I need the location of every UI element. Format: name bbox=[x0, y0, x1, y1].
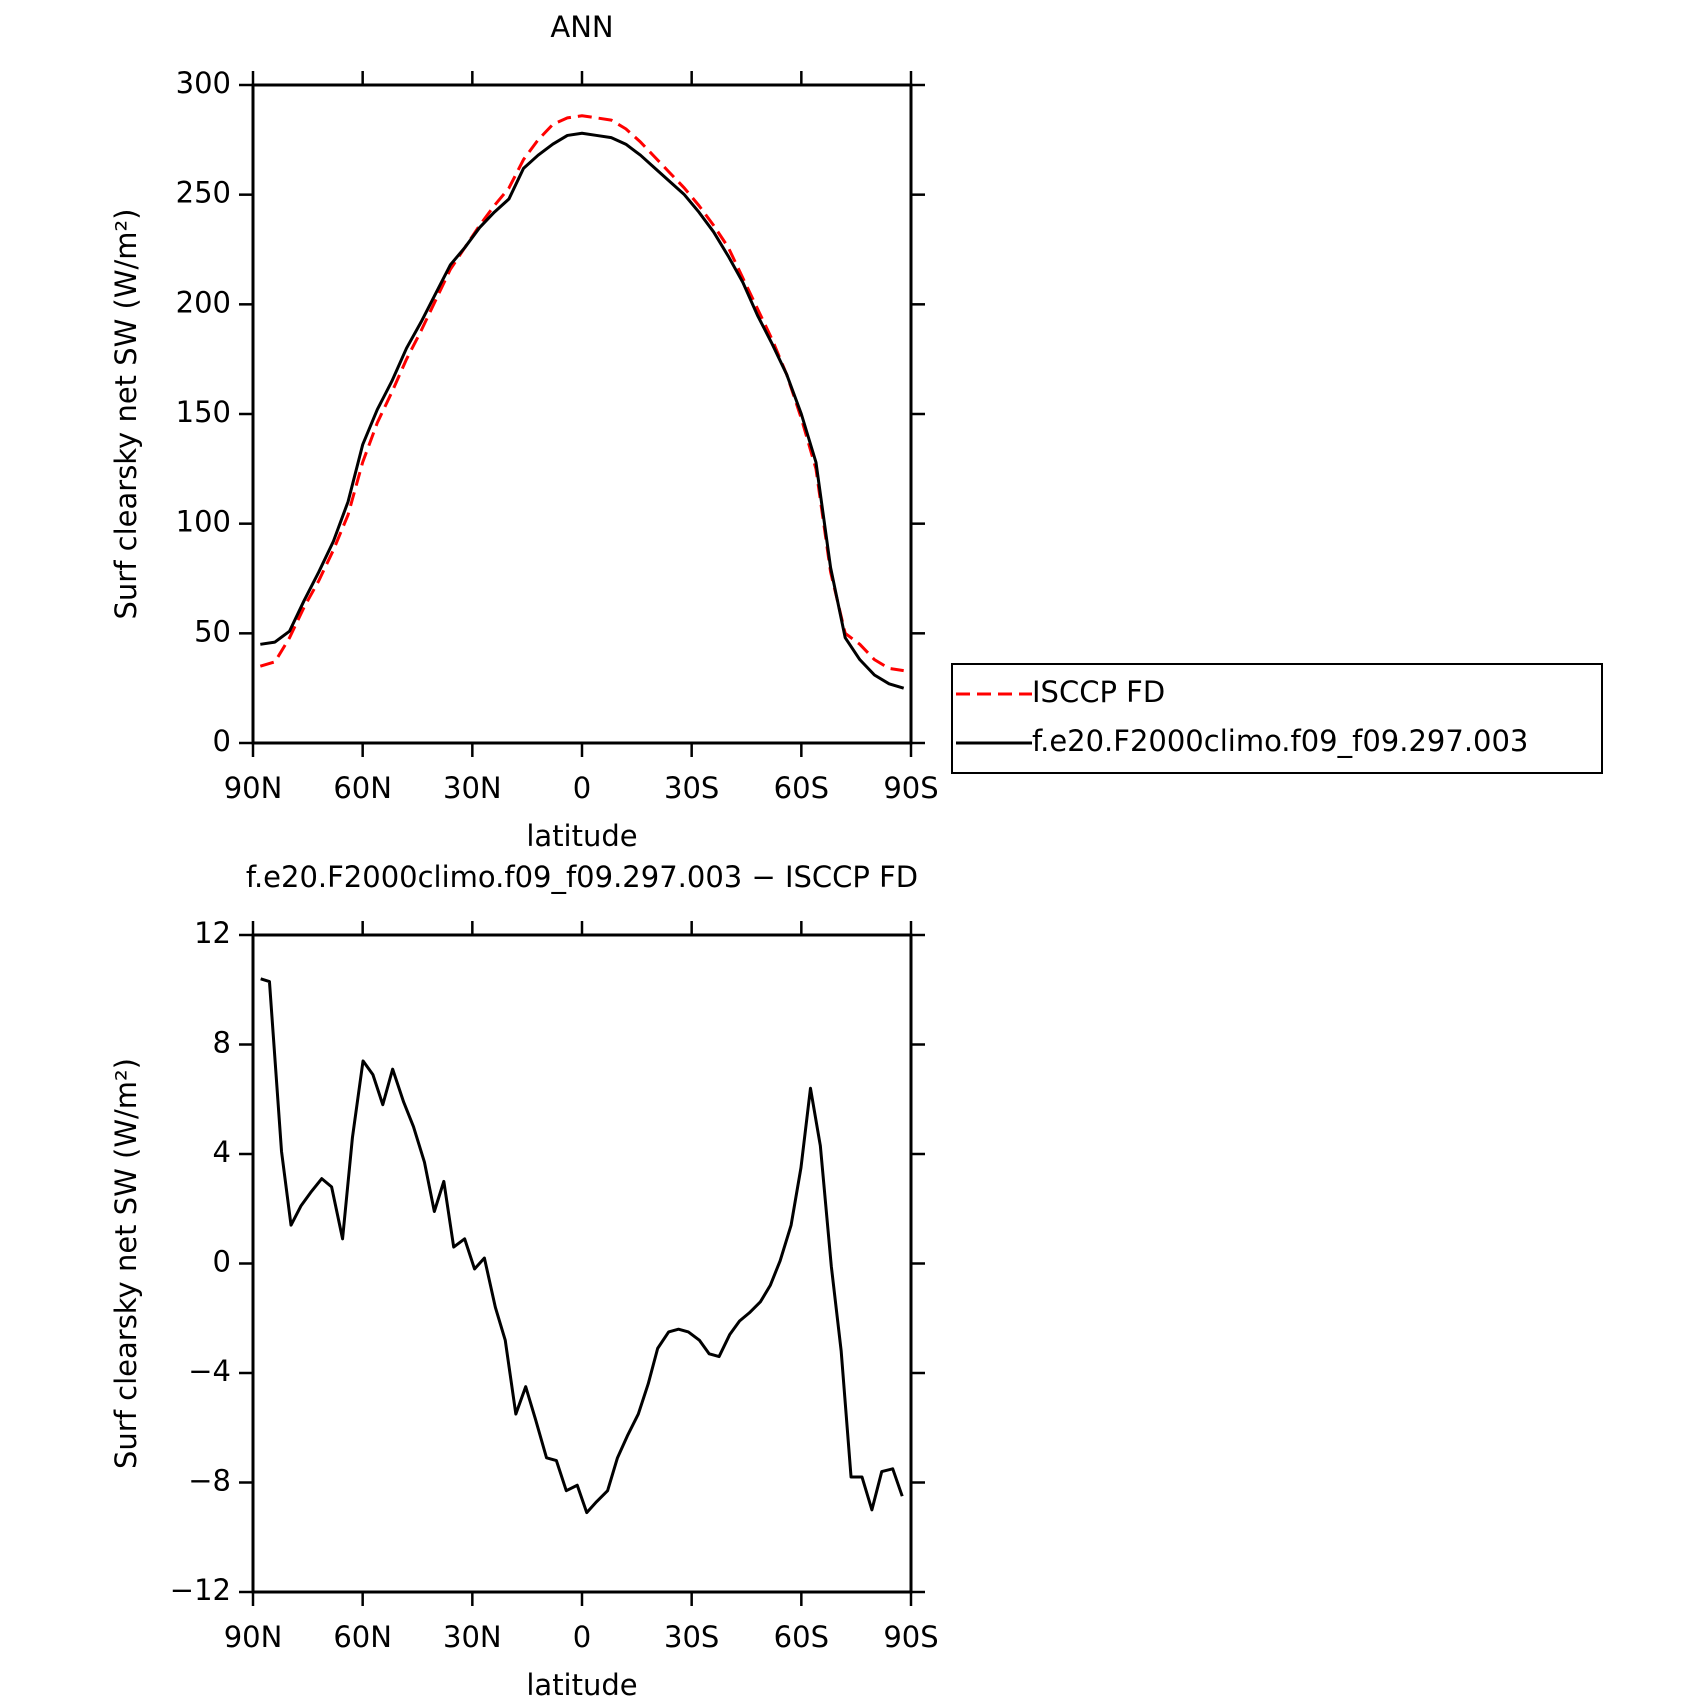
data-line bbox=[260, 977, 904, 1515]
x-axis-label: latitude bbox=[526, 1668, 637, 1702]
y-tick-label: 4 bbox=[213, 1135, 231, 1169]
y-tick-label: −8 bbox=[188, 1464, 231, 1498]
legend-label: f.e20.F2000climo.f09_f09.297.003 bbox=[1032, 724, 1528, 758]
x-tick-label: 60N bbox=[333, 1620, 392, 1654]
plot-frame bbox=[251, 933, 913, 1594]
x-tick-label: 90N bbox=[224, 771, 283, 805]
plot-frame bbox=[251, 83, 913, 745]
x-tick-label: 60S bbox=[774, 1620, 829, 1654]
y-tick-label: 12 bbox=[194, 916, 231, 950]
x-tick-label: 30N bbox=[443, 1620, 502, 1654]
y-tick-label: 200 bbox=[176, 285, 231, 319]
legend-label: ISCCP FD bbox=[1032, 675, 1165, 709]
x-tick-label: 0 bbox=[573, 771, 591, 805]
x-axis-label: latitude bbox=[526, 819, 637, 853]
x-tick-label: 90N bbox=[224, 1620, 283, 1654]
x-tick-label: 90S bbox=[883, 1620, 938, 1654]
y-tick-label: 150 bbox=[176, 395, 231, 429]
data-line bbox=[259, 114, 904, 673]
x-tick-label: 30N bbox=[443, 771, 502, 805]
chart-title: f.e20.F2000climo.f09_f09.297.003 − ISCCP… bbox=[246, 860, 918, 894]
y-tick-label: 250 bbox=[176, 176, 231, 210]
data-line bbox=[260, 131, 905, 690]
x-tick-label: 30S bbox=[664, 771, 719, 805]
y-tick-label: 0 bbox=[213, 1245, 231, 1279]
y-tick-label: 300 bbox=[176, 66, 231, 100]
legend-box bbox=[951, 663, 1603, 774]
x-tick-label: 90S bbox=[883, 771, 938, 805]
y-tick-label: 50 bbox=[194, 614, 231, 648]
x-tick-label: 60S bbox=[774, 771, 829, 805]
x-tick-label: 60N bbox=[333, 771, 392, 805]
legend: ISCCP FD f.e20.F2000climo.f09_f09.297.003 bbox=[951, 663, 1603, 774]
y-tick-label: 8 bbox=[213, 1026, 231, 1060]
y-tick-label: 100 bbox=[176, 505, 231, 539]
y-tick-label: 0 bbox=[213, 724, 231, 758]
y-axis-label: Surf clearsky net SW (W/m²) bbox=[109, 209, 143, 620]
x-tick-label: 0 bbox=[573, 1620, 591, 1654]
y-tick-label: −12 bbox=[170, 1573, 231, 1607]
chart-title: ANN bbox=[550, 10, 613, 44]
y-axis-label: Surf clearsky net SW (W/m²) bbox=[109, 1058, 143, 1469]
y-tick-label: −4 bbox=[188, 1354, 231, 1388]
x-tick-label: 30S bbox=[664, 1620, 719, 1654]
